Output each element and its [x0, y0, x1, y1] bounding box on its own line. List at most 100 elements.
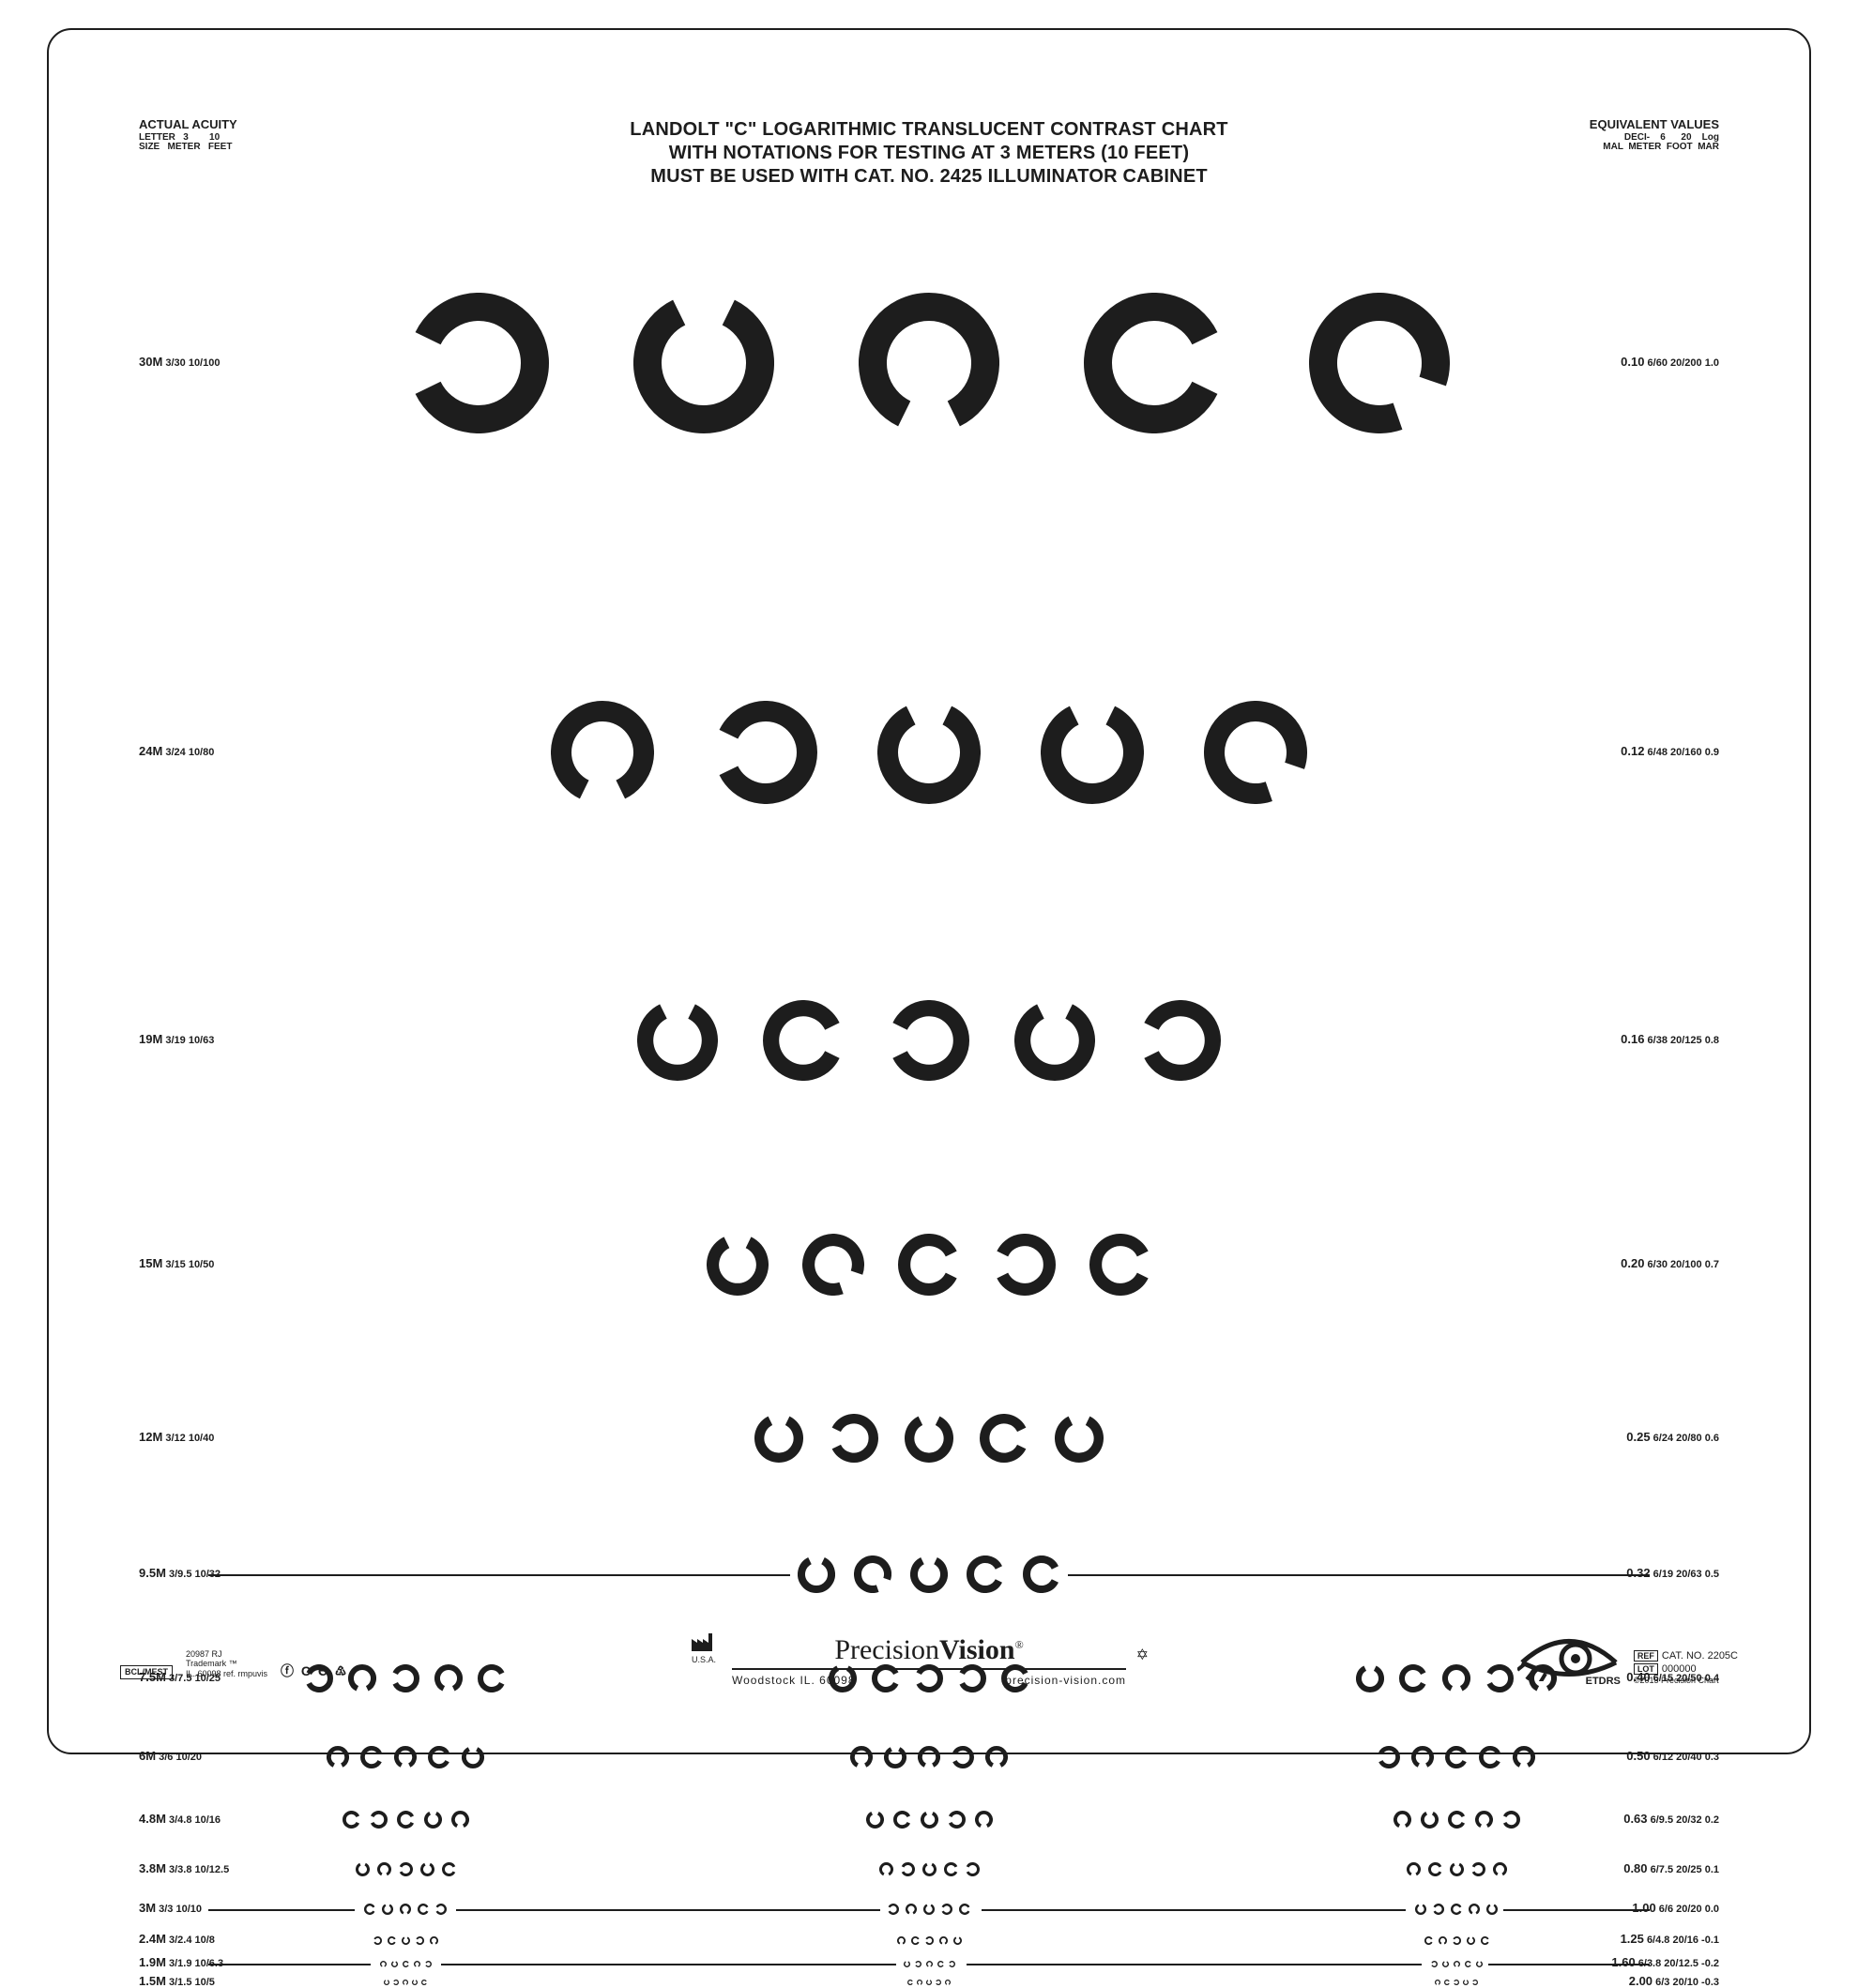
landolt-c-optotype: [911, 1936, 920, 1945]
landolt-c-optotype: [403, 1980, 408, 1985]
landolt-c-optotype: [1415, 1904, 1426, 1915]
right-optotype-group: [1407, 1862, 1507, 1876]
landolt-c-optotype: [370, 1811, 388, 1829]
landolt-c-optotype: [327, 1746, 349, 1768]
center-optotype-group: [49, 293, 1809, 433]
landolt-c-optotype: [424, 1811, 442, 1829]
landolt-c-optotype: [408, 293, 549, 433]
row-acuity-right: 0.63 6/9.5 20/32 0.2: [1623, 1813, 1719, 1826]
right-optotype-group: [1415, 1904, 1498, 1915]
star-icon: ✡: [1136, 1646, 1149, 1664]
landolt-c-optotype: [952, 1746, 974, 1768]
etdrs-label: ETDRS: [1517, 1676, 1621, 1687]
optotype-row: 3M 3/3 10/101.00 6/6 20/20 0.0: [49, 1904, 1809, 1920]
row-acuity-right: 0.10 6/60 20/200 1.0: [1621, 356, 1719, 369]
landolt-c-optotype: [1463, 1980, 1469, 1985]
chart-title: LANDOLT "C" LOGARITHMIC TRANSLUCENT CONT…: [49, 118, 1809, 189]
certification-marks: ⓕ C Є ♳: [281, 1663, 348, 1679]
landolt-c-optotype: [360, 1746, 383, 1768]
landolt-c-optotype: [343, 1811, 360, 1829]
landolt-c-optotype: [1479, 1746, 1501, 1768]
row-acuity-right: 1.25 6/4.8 20/16 -0.1: [1621, 1933, 1719, 1946]
landolt-c-optotype: [364, 1904, 375, 1915]
row-acuity-right: 0.32 6/19 20/63 0.5: [1626, 1567, 1719, 1580]
landolt-c-optotype: [1084, 293, 1225, 433]
landolt-c-optotype: [859, 293, 999, 433]
landolt-c-optotype: [1309, 293, 1450, 433]
landolt-c-optotype: [985, 1746, 1008, 1768]
footer-left-block: BCL/MEST 20987 RJ Trademark ™ IL. 60098 …: [120, 1649, 348, 1679]
landolt-c-optotype: [830, 1414, 878, 1463]
center-optotype-group: [49, 1862, 1809, 1876]
landolt-c-optotype: [948, 1811, 966, 1829]
landolt-c-optotype: [394, 1746, 417, 1768]
catalog-block: REFCAT. NO. 2205C LOT000000 ©2015 Precis…: [1634, 1649, 1738, 1687]
landolt-c-optotype: [937, 1961, 944, 1967]
landolt-c-optotype: [754, 1414, 803, 1463]
chart-card: ACTUAL ACUITY LETTER 3 10 SIZE METER FEE…: [47, 28, 1811, 1754]
landolt-c-optotype: [921, 1811, 938, 1829]
row-acuity-right: 0.50 6/12 20/40 0.3: [1626, 1750, 1719, 1763]
landolt-c-optotype: [1431, 1961, 1438, 1967]
brand-word-2: Vision: [939, 1634, 1015, 1665]
landolt-c-optotype: [1055, 1414, 1104, 1463]
landolt-c-optotype: [1476, 1961, 1483, 1967]
landolt-c-optotype: [420, 1862, 434, 1876]
optotype-row: 2.4M 3/2.4 10/81.25 6/4.8 20/16 -0.1: [49, 1936, 1809, 1949]
landolt-c-optotype: [939, 1936, 948, 1945]
landolt-c-optotype: [922, 1862, 937, 1876]
chart-rows-area: 30M 3/30 10/1000.10 6/60 20/200 1.0 24M …: [49, 293, 1809, 1512]
landolt-c-optotype: [967, 1555, 1004, 1593]
landolt-c-optotype: [412, 1980, 418, 1985]
center-optotype-group: [49, 1746, 1809, 1768]
footer-right-block: ETDRS REFCAT. NO. 2205C LOT000000 ©2015 …: [1517, 1625, 1738, 1687]
landolt-c-optotype: [384, 1980, 389, 1985]
landolt-c-optotype: [1465, 1961, 1471, 1967]
landolt-c-optotype: [1421, 1811, 1439, 1829]
brand-name: PrecisionVision®: [732, 1634, 1126, 1666]
left-optotype-group: [384, 1980, 427, 1985]
landolt-c-optotype: [923, 1904, 935, 1915]
landolt-c-optotype: [1471, 1862, 1485, 1876]
landolt-c-optotype: [866, 1811, 884, 1829]
center-optotype-group: [49, 1980, 1809, 1985]
row-acuity-right: 1.00 6/6 20/20 0.0: [1632, 1902, 1719, 1915]
optotype-row: 30M 3/30 10/1000.10 6/60 20/200 1.0: [49, 293, 1809, 497]
brand-city: Woodstock IL. 60098: [732, 1674, 856, 1687]
landolt-c-optotype: [393, 1980, 399, 1985]
row-acuity-left: 12M 3/12 10/40: [139, 1431, 214, 1444]
landolt-c-optotype: [1475, 1811, 1493, 1829]
left-optotype-group: [380, 1961, 432, 1967]
landolt-c-optotype: [637, 1000, 718, 1081]
footer-left-box: BCL/MEST: [120, 1665, 173, 1679]
right-optotype-group: [1378, 1746, 1535, 1768]
row-acuity-right: 1.60 6/3.8 20/12.5 -0.2: [1611, 1956, 1719, 1969]
footer-left-text: 20987 RJ Trademark ™ IL. 60098 ref. rmpu…: [186, 1649, 267, 1679]
landolt-c-optotype: [879, 1862, 893, 1876]
landolt-c-optotype: [403, 1961, 409, 1967]
landolt-c-optotype: [633, 293, 774, 433]
landolt-c-optotype: [877, 701, 981, 804]
brand-url: precision-vision.com: [1005, 1674, 1126, 1687]
center-optotype-group: [49, 701, 1809, 804]
landolt-c-optotype: [1394, 1811, 1411, 1829]
copyright: ©2015 Precision Chart: [1634, 1676, 1738, 1687]
landolt-c-optotype: [975, 1811, 993, 1829]
landolt-c-optotype: [802, 1234, 864, 1296]
left-optotype-group: [327, 1746, 484, 1768]
landolt-c-optotype: [1435, 1980, 1440, 1985]
landolt-c-optotype: [949, 1961, 955, 1967]
landolt-c-optotype: [1493, 1862, 1507, 1876]
landolt-c-optotype: [1472, 1980, 1478, 1985]
landolt-c-optotype: [798, 1555, 835, 1593]
row-acuity-left: 6M 3/6 10/20: [139, 1750, 202, 1763]
landolt-c-optotype: [905, 1414, 953, 1463]
landolt-c-optotype: [402, 1936, 410, 1945]
landolt-c-optotype: [373, 1936, 382, 1945]
landolt-c-optotype: [926, 1980, 932, 1985]
title-line-2: WITH NOTATIONS FOR TESTING AT 3 METERS (…: [49, 142, 1809, 165]
row-divider: [208, 1964, 371, 1965]
landolt-c-optotype: [966, 1862, 980, 1876]
ref-label: REF: [1634, 1650, 1658, 1662]
landolt-c-optotype: [925, 1936, 934, 1945]
